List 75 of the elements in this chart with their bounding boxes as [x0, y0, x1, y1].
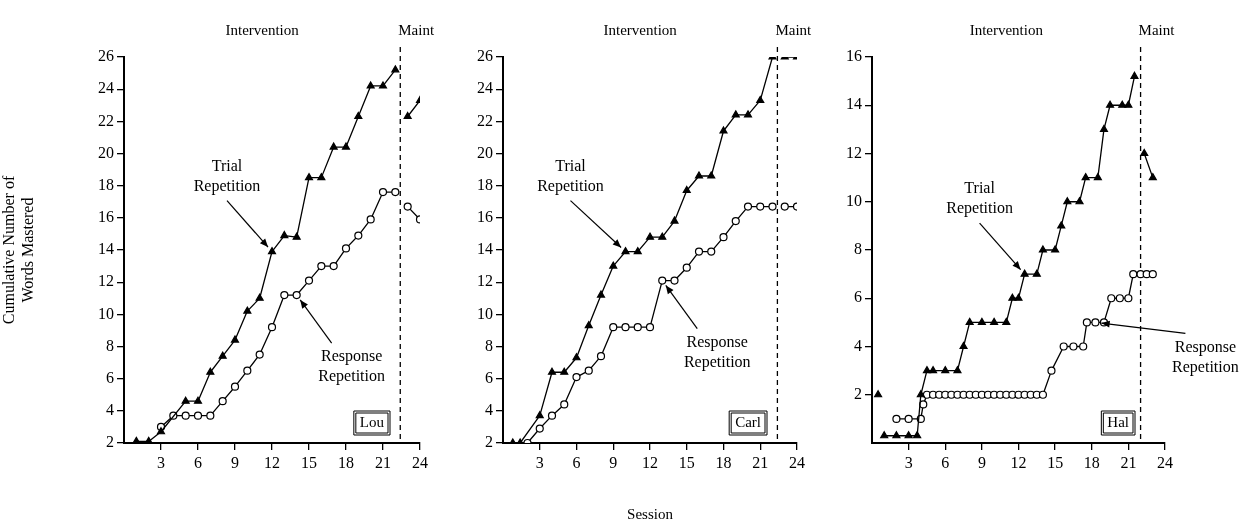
y-tick-label: 8 [485, 336, 493, 354]
x-tick-label: 18 [1083, 453, 1100, 471]
text: Maint [775, 21, 813, 38]
y-tick-label: 12 [98, 272, 114, 290]
y-tick-label: 14 [477, 240, 493, 258]
y-tick-label: 8 [854, 240, 862, 258]
text: Intervention [603, 21, 678, 38]
x-tick-label: 6 [572, 453, 581, 471]
x-tick-label: 24 [412, 453, 428, 471]
y-tick-label: 24 [477, 79, 493, 97]
x-tick-label: 3 [157, 453, 165, 471]
y-tick-label: 12 [477, 272, 493, 290]
x-tick-label: 21 [752, 453, 769, 471]
y-tick-label: 10 [98, 304, 114, 322]
x-tick-label: 18 [715, 453, 732, 471]
x-tick-label: 9 [609, 453, 618, 471]
series-label: Response Repetition [683, 332, 751, 371]
x-tick-label: 9 [977, 453, 986, 471]
y-tick-label: 14 [98, 240, 114, 258]
y-tick-label: 4 [854, 336, 862, 354]
text: Trial Repetition [946, 179, 1013, 218]
x-tick-label: 6 [194, 453, 202, 471]
y-tick-label: 16 [477, 208, 493, 226]
y-axis-title: Cumulative Number of Words Mastered [0, 175, 36, 325]
y-tick-label: 26 [98, 47, 114, 65]
x-tick-label: 24 [1157, 453, 1173, 471]
y-tick-label: 6 [106, 368, 114, 386]
y-tick-label: 22 [98, 111, 114, 129]
y-tick-label: 16 [98, 208, 114, 226]
y-tick-label: 6 [485, 368, 493, 386]
x-tick-label: 15 [301, 453, 317, 471]
x-tick-label: 3 [904, 453, 913, 471]
x-tick-label: 9 [231, 453, 239, 471]
text: Trial Repetition [537, 156, 604, 195]
text: Intervention [225, 21, 300, 38]
y-tick-label: 16 [846, 47, 862, 65]
x-tick-label: 15 [1047, 453, 1064, 471]
y-tick-label: 6 [854, 288, 862, 306]
y-tick-label: 14 [846, 95, 862, 113]
y-tick-label: 22 [477, 111, 493, 129]
x-axis-title: Session [627, 505, 674, 522]
x-tick-label: 12 [264, 453, 280, 471]
y-tick-label: 20 [477, 143, 493, 161]
x-tick-label: 18 [338, 453, 354, 471]
text: Intervention [969, 21, 1044, 38]
x-tick-label: 24 [789, 453, 805, 471]
text: Maint [1138, 21, 1176, 38]
y-tick-label: 26 [477, 47, 493, 65]
y-tick-label: 2 [854, 384, 862, 402]
annotation: Lou [359, 413, 385, 430]
annotation: Carl [735, 413, 761, 430]
x-tick-label: 6 [941, 453, 950, 471]
y-tick-label: 18 [477, 175, 493, 193]
y-tick-label: 4 [485, 401, 493, 419]
x-tick-label: 15 [678, 453, 695, 471]
x-tick-label: 3 [535, 453, 544, 471]
x-tick-label: 12 [1010, 453, 1027, 471]
text: Maint [398, 21, 435, 38]
y-tick-label: 8 [106, 336, 114, 354]
x-tick-label: 21 [375, 453, 391, 471]
text: Trial Repetition [193, 156, 261, 195]
text: Response Repetition [318, 347, 385, 386]
y-tick-label: 12 [846, 143, 862, 161]
y-tick-label: 2 [106, 433, 114, 451]
x-tick-label: 21 [1120, 453, 1137, 471]
y-tick-label: 18 [98, 175, 114, 193]
text: Response Repetition [1172, 337, 1239, 376]
y-tick-label: 24 [98, 79, 114, 97]
y-tick-label: 20 [98, 143, 114, 161]
y-tick-label: 4 [106, 401, 114, 419]
y-tick-label: 10 [477, 304, 493, 322]
y-tick-label: 10 [846, 191, 862, 209]
y-tick-label: 2 [485, 433, 493, 451]
x-tick-label: 12 [642, 453, 658, 471]
annotation: Hal [1107, 413, 1129, 430]
